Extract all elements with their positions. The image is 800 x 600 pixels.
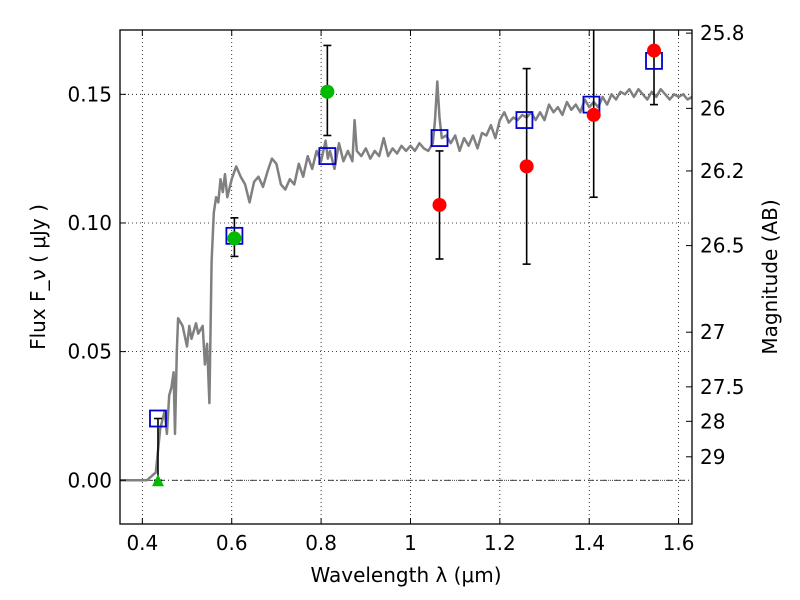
ground-point xyxy=(320,84,335,99)
y-tick-label: 0.05 xyxy=(67,340,112,364)
ground-points xyxy=(151,84,335,487)
right-tick-label: 25.8 xyxy=(700,21,745,45)
model-point xyxy=(149,409,167,428)
y-axis-label: Flux F_ν ( μJy ) xyxy=(26,204,50,350)
x-tick-label: 1.4 xyxy=(573,531,605,555)
x-axis-label: Wavelength λ (μm) xyxy=(310,563,501,587)
model-point xyxy=(318,147,337,165)
y-tick-labels: 0.00 0.05 0.10 0.15 xyxy=(67,82,112,492)
x-tick-label: 0.4 xyxy=(126,531,158,555)
right-tick-label: 27.5 xyxy=(700,375,745,399)
y-tick-label: 0.00 xyxy=(67,468,112,492)
spectrum-series xyxy=(120,80,693,482)
x-tick-label: 0.6 xyxy=(216,531,248,555)
hst-point xyxy=(647,43,662,58)
y-tick-label: 0.10 xyxy=(67,211,112,235)
x-tick-label: 1.2 xyxy=(484,531,516,555)
model-point xyxy=(515,111,534,129)
right-tick-label: 26 xyxy=(700,96,725,120)
hst-points xyxy=(432,43,662,212)
right-axis-label: Magnitude (AB) xyxy=(758,199,782,354)
model-points xyxy=(149,51,663,428)
hst-point xyxy=(586,107,601,122)
spectrum-line xyxy=(120,80,693,482)
right-tick-label: 26.2 xyxy=(700,159,745,183)
right-tick-label: 28 xyxy=(700,409,725,433)
hst-point xyxy=(519,159,534,174)
axis-ticks xyxy=(120,30,692,524)
right-tick-label: 27 xyxy=(700,320,725,344)
plot-frame xyxy=(119,29,693,525)
model-point xyxy=(430,129,449,147)
grid xyxy=(120,30,692,524)
y-tick-label: 0.15 xyxy=(67,82,112,106)
right-tick-labels: 25.8 26 26.2 26.5 27 27.5 28 29 xyxy=(700,21,745,469)
right-tick-label: 26.5 xyxy=(700,234,745,258)
x-tick-label: 1.6 xyxy=(663,531,695,555)
ground-limit-marker xyxy=(151,474,164,487)
x-tick-label: 0.8 xyxy=(305,531,337,555)
right-tick-label: 29 xyxy=(700,445,725,469)
hst-point xyxy=(432,197,447,212)
ground-point xyxy=(227,231,242,246)
x-tick-labels: 0.4 0.6 0.8 1 1.2 1.4 1.6 xyxy=(126,531,694,555)
x-tick-label: 1 xyxy=(404,531,417,555)
